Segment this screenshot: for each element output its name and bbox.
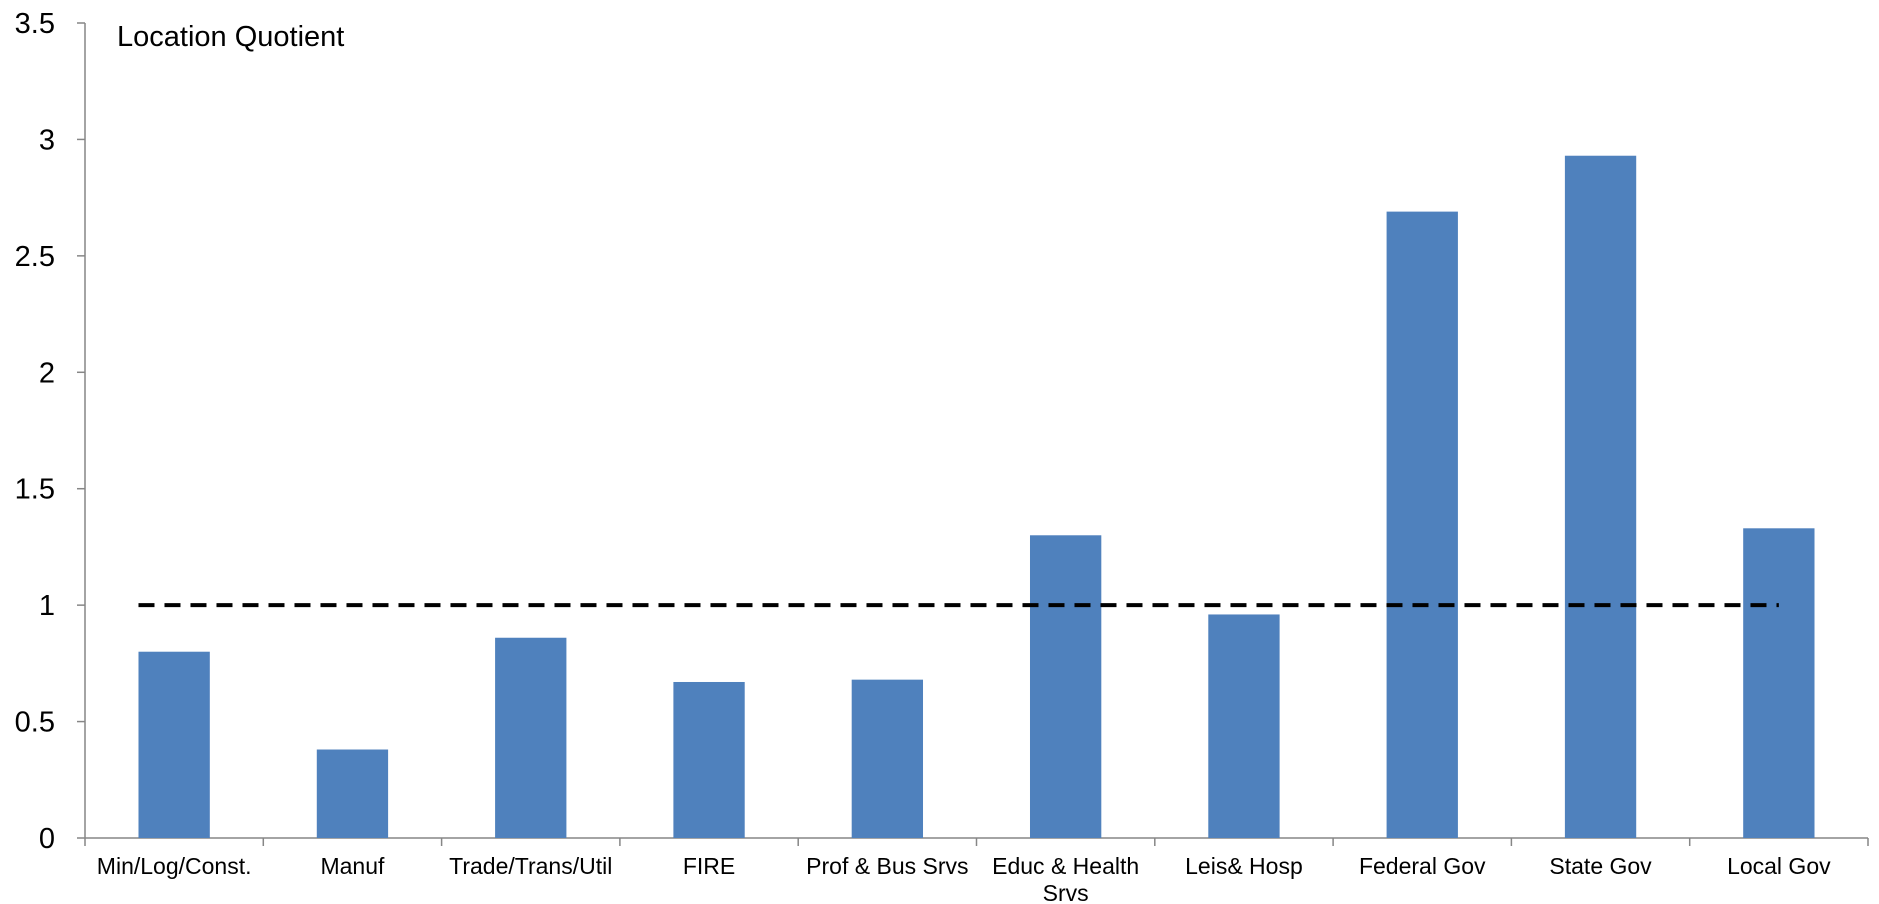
x-tick-label: State Gov xyxy=(1549,853,1652,879)
y-tick-label: 3 xyxy=(39,124,55,156)
x-tick-label: Prof & Bus Srvs xyxy=(806,853,968,879)
bar xyxy=(1386,211,1458,839)
bar xyxy=(1564,155,1637,838)
y-tick-label: 0.5 xyxy=(15,707,55,739)
bar xyxy=(1029,535,1102,838)
x-tick-label: Educ & Health Srvs xyxy=(992,853,1139,904)
x-tick-label: Federal Gov xyxy=(1359,853,1486,879)
bar xyxy=(851,679,924,838)
chart-title: Location Quotient xyxy=(117,21,344,53)
x-tick-label: Trade/Trans/Util xyxy=(449,853,612,879)
bar xyxy=(1743,528,1815,838)
bar xyxy=(673,681,745,838)
plot-area: 0 0.5 1 1.5 2 2.5 3 3.5 Min/Log/Const. Manuf Trade… xyxy=(15,8,1869,904)
x-tick-label: Manuf xyxy=(320,853,385,879)
x-tick-label: Leis& Hosp xyxy=(1185,853,1303,879)
x-tick-label: Local Gov xyxy=(1727,853,1831,879)
x-tick-label: FIRE xyxy=(683,853,735,879)
y-tick-label: 1.5 xyxy=(15,474,55,506)
bar xyxy=(316,749,389,838)
y-tick-label: 2 xyxy=(39,357,55,389)
bar xyxy=(495,637,567,838)
bar xyxy=(1208,614,1280,838)
x-tick-label: Min/Log/Const. xyxy=(97,853,252,879)
y-tick-label: 1 xyxy=(39,590,55,622)
y-tick-label: 2.5 xyxy=(15,241,55,273)
bar xyxy=(138,651,210,838)
y-tick-label: 3.5 xyxy=(15,8,55,40)
y-tick-label: 0 xyxy=(39,823,55,855)
